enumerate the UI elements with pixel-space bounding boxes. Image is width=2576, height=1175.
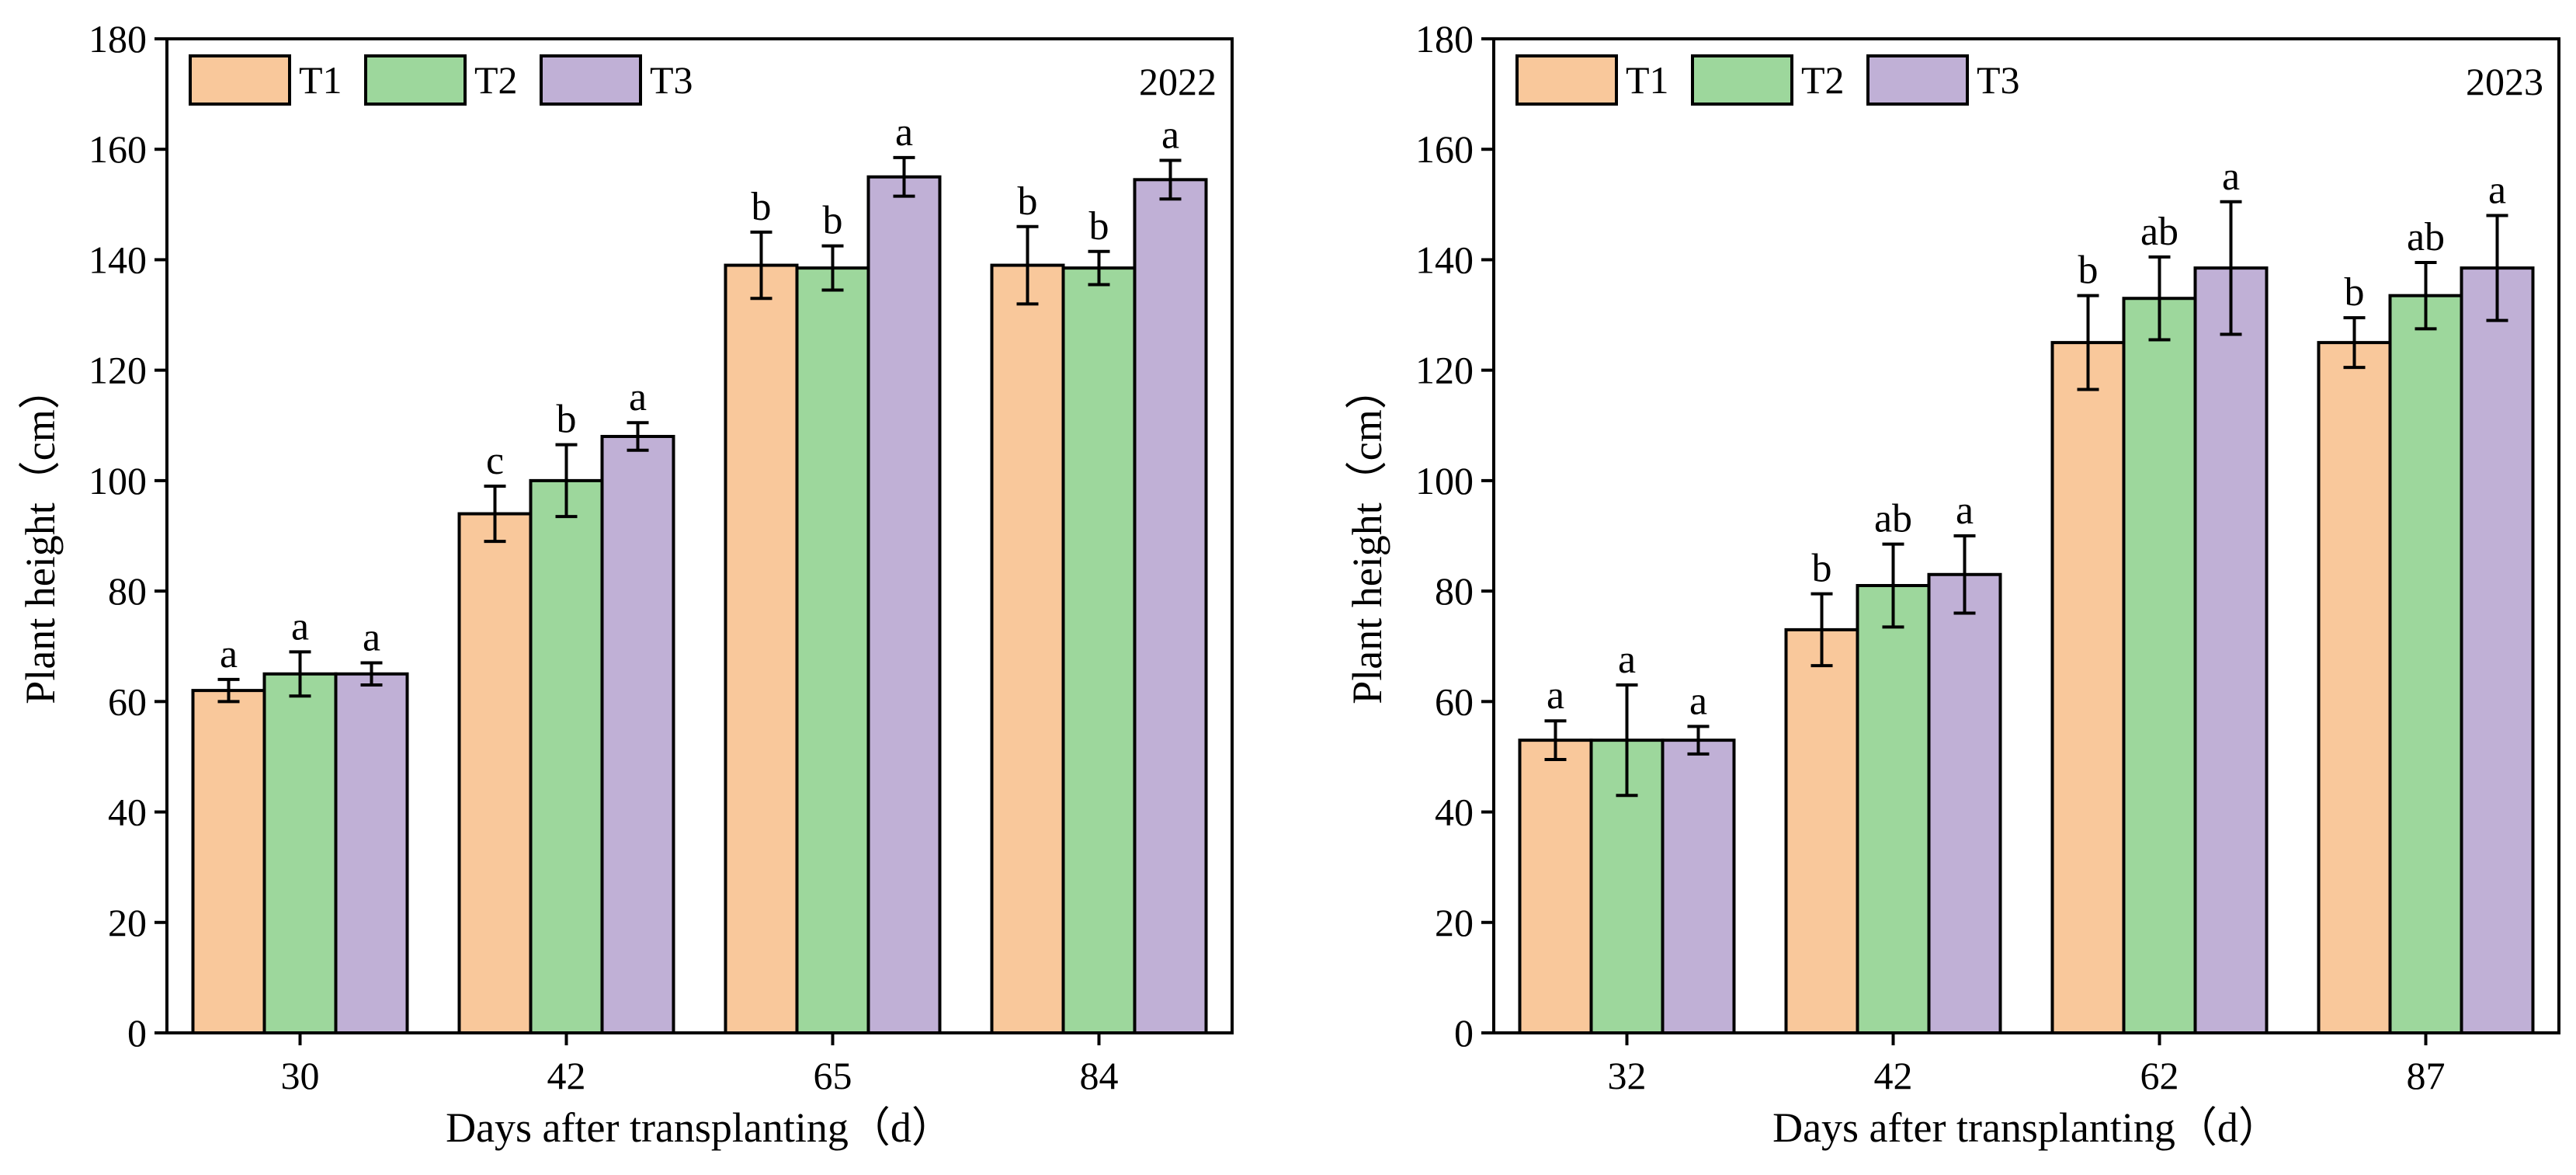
significance-label: a (220, 632, 238, 676)
significance-label: a (1689, 679, 1707, 723)
bar (457, 512, 533, 1034)
x-tick-label: 42 (1874, 1054, 1913, 1097)
y-tick-label: 60 (1435, 680, 1474, 723)
legend-swatch (1515, 54, 1618, 106)
bar (1133, 178, 1208, 1034)
legend-label: T1 (299, 58, 342, 102)
bar (1856, 584, 1931, 1034)
x-tick-label: 84 (1080, 1054, 1119, 1097)
legend-swatch (1691, 54, 1793, 106)
bar (795, 266, 870, 1035)
legend-swatch (364, 54, 467, 106)
bar (2193, 266, 2269, 1035)
y-tick-label: 160 (1415, 127, 1474, 171)
significance-label: b (823, 199, 843, 243)
bar (990, 263, 1065, 1034)
y-tick-label: 180 (1415, 17, 1474, 61)
bar (262, 672, 338, 1034)
bar (2122, 297, 2197, 1034)
bar (1518, 739, 1593, 1034)
legend-label: T2 (474, 58, 518, 102)
bar (1927, 572, 2002, 1034)
y-tick-label: 100 (1415, 459, 1474, 502)
legend-label: T3 (1977, 58, 2020, 102)
significance-label: a (2222, 155, 2240, 199)
legend-swatch (540, 54, 642, 106)
significance-label: a (895, 110, 913, 155)
x-tick-label: 65 (814, 1054, 852, 1097)
bar (1784, 627, 1859, 1034)
y-axis-label: Plant height（cm） (17, 367, 64, 704)
y-tick-label: 20 (1435, 901, 1474, 944)
significance-label: b (752, 185, 772, 229)
x-tick-label: 30 (281, 1054, 320, 1097)
significance-label: a (2488, 169, 2506, 213)
plot-frame (165, 37, 1234, 1034)
significance-label: a (363, 616, 380, 660)
y-tick-label: 40 (108, 791, 147, 834)
y-tick-label: 160 (89, 127, 147, 171)
plot-frame (1492, 37, 2560, 1034)
significance-label: a (1161, 113, 1179, 157)
bar (1661, 739, 1736, 1034)
x-tick-label: 62 (2140, 1054, 2179, 1097)
x-tick-label: 42 (547, 1054, 586, 1097)
significance-label: ab (2407, 215, 2445, 259)
significance-label: ab (1874, 497, 1912, 541)
significance-label: c (486, 439, 504, 483)
bar (600, 435, 675, 1034)
y-axis-label: Plant height（cm） (1344, 367, 1390, 704)
bar (334, 672, 409, 1034)
year-label: 2023 (2466, 60, 2543, 103)
bar (724, 263, 799, 1034)
chart-panel-2022: 0 20 40 60 80 100 120 140 160 180 30 42 65 84 a c b b a b b b… (17, 17, 1234, 1151)
bar (2050, 341, 2126, 1035)
y-tick-label: 40 (1435, 791, 1474, 834)
bar (191, 689, 266, 1034)
y-tick-label: 140 (89, 238, 147, 281)
y-tick-label: 180 (89, 17, 147, 61)
y-tick-label: 0 (127, 1011, 147, 1055)
bar (529, 478, 604, 1034)
y-tick-label: 80 (108, 569, 147, 613)
significance-label: a (1956, 488, 1974, 533)
bar (2317, 341, 2392, 1035)
x-axis-label: Days after transplanting（d） (446, 1104, 953, 1151)
bar (2460, 266, 2535, 1035)
y-tick-label: 100 (89, 459, 147, 502)
x-tick-label: 87 (2407, 1054, 2446, 1097)
bar (866, 175, 942, 1034)
significance-label: ab (2140, 210, 2178, 254)
legend-label: T2 (1801, 58, 1845, 102)
y-tick-label: 20 (108, 901, 147, 944)
significance-label: b (557, 398, 577, 442)
legend-swatch (189, 54, 291, 106)
bar (1061, 266, 1137, 1035)
significance-label: b (1089, 204, 1109, 249)
significance-label: b (2345, 270, 2365, 315)
x-tick-label: 32 (1608, 1054, 1647, 1097)
significance-label: b (1812, 547, 1832, 591)
bar (2388, 294, 2463, 1034)
significance-label: a (291, 604, 309, 648)
legend-label: T1 (1626, 58, 1669, 102)
y-tick-label: 0 (1454, 1011, 1474, 1055)
y-tick-label: 120 (89, 349, 147, 392)
y-tick-label: 120 (1415, 349, 1474, 392)
year-label: 2022 (1139, 60, 1217, 103)
significance-label: b (2078, 249, 2099, 293)
y-tick-label: 80 (1435, 569, 1474, 613)
significance-label: a (1618, 638, 1636, 682)
significance-label: a (629, 375, 647, 419)
legend-swatch (1866, 54, 1969, 106)
significance-label: b (1018, 179, 1038, 224)
y-tick-label: 140 (1415, 238, 1474, 281)
significance-label: a (1547, 673, 1564, 718)
legend-label: T3 (650, 58, 693, 102)
x-axis-label: Days after transplanting（d） (1772, 1104, 2280, 1151)
y-tick-label: 60 (108, 680, 147, 723)
